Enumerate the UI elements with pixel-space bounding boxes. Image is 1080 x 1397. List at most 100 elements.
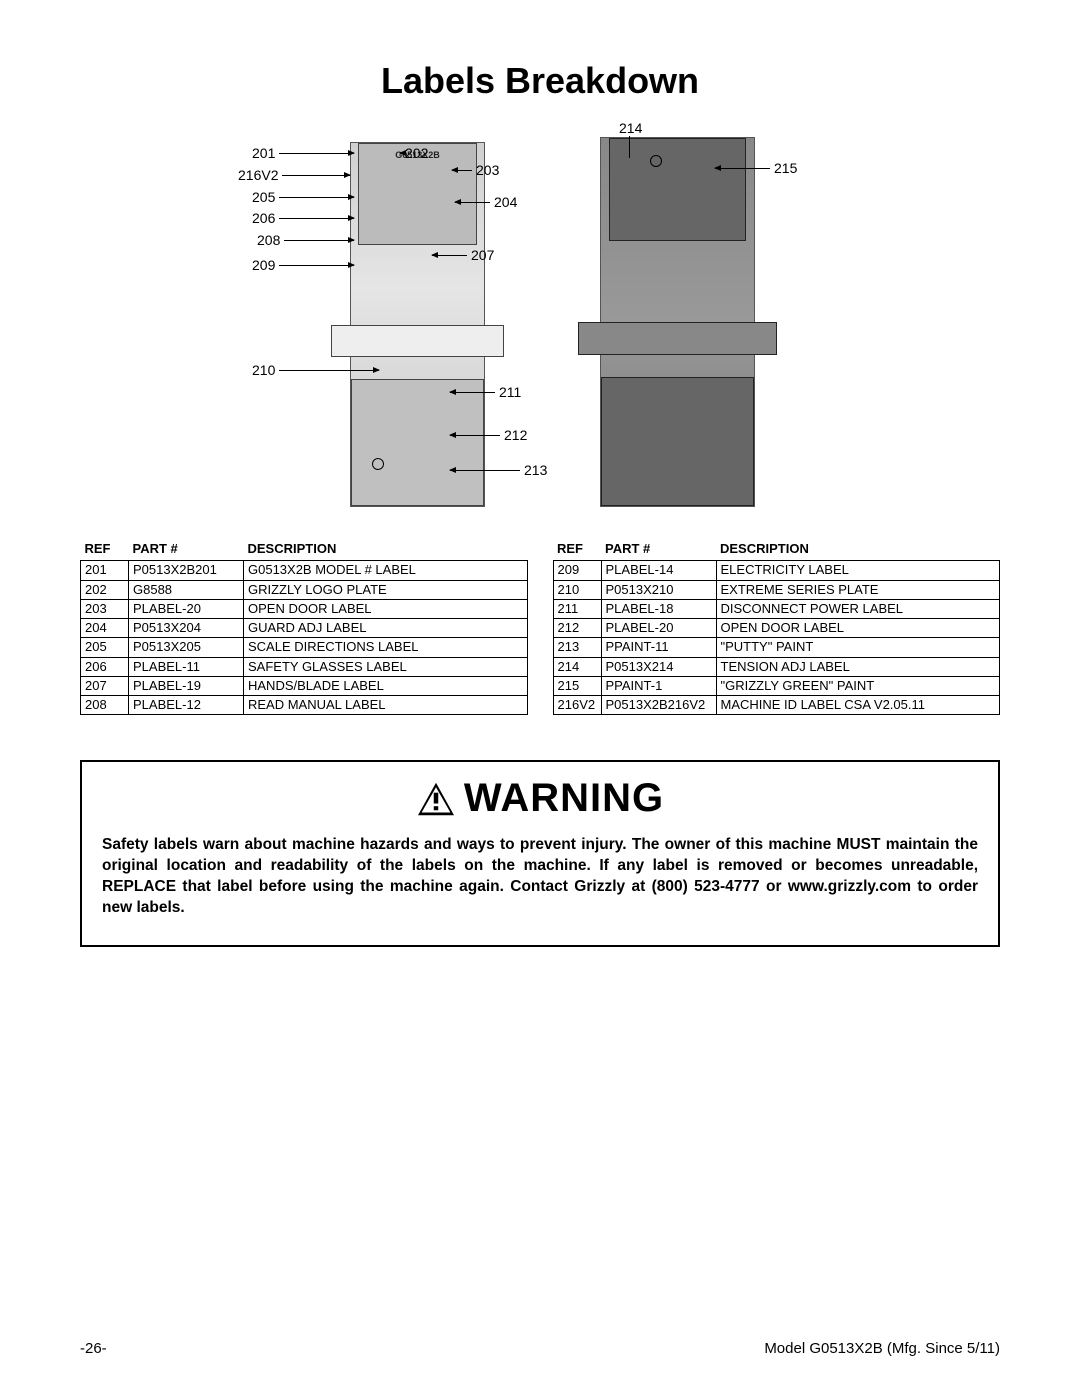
table-row: 212PLABEL-20OPEN DOOR LABEL bbox=[553, 619, 1000, 638]
table-row: 214P0513X214TENSION ADJ LABEL bbox=[553, 657, 1000, 676]
callout-206: 206 bbox=[248, 210, 354, 226]
cell-part: P0513X2B201 bbox=[129, 561, 244, 580]
col-ref: REF bbox=[81, 540, 129, 561]
callout-216v2: 216V2 bbox=[234, 167, 350, 183]
table-row: 213PPAINT-11"PUTTY" PAINT bbox=[553, 638, 1000, 657]
labels-diagram: G0513X2B 201 216V2 205 206 208 209 210 2… bbox=[80, 122, 1000, 522]
model-info: Model G0513X2B (Mfg. Since 5/11) bbox=[764, 1340, 1000, 1357]
parts-table-left: REF PART # DESCRIPTION 201P0513X2B201G05… bbox=[80, 540, 528, 715]
cell-ref: 209 bbox=[553, 561, 601, 580]
cell-desc: GUARD ADJ LABEL bbox=[244, 619, 528, 638]
manual-page: Labels Breakdown G0513X2B 201 216V2 205 … bbox=[0, 0, 1080, 1397]
cell-ref: 204 bbox=[81, 619, 129, 638]
cell-desc: EXTREME SERIES PLATE bbox=[716, 580, 1000, 599]
callout-205: 205 bbox=[248, 189, 354, 205]
cell-ref: 214 bbox=[553, 657, 601, 676]
table-row: 201P0513X2B201G0513X2B MODEL # LABEL bbox=[81, 561, 528, 580]
cell-ref: 203 bbox=[81, 599, 129, 618]
table-row: 203PLABEL-20OPEN DOOR LABEL bbox=[81, 599, 528, 618]
cell-part: PPAINT-11 bbox=[601, 638, 716, 657]
table-row: 204P0513X204GUARD ADJ LABEL bbox=[81, 619, 528, 638]
cell-ref: 208 bbox=[81, 696, 129, 715]
cell-part: P0513X210 bbox=[601, 580, 716, 599]
cell-desc: DISCONNECT POWER LABEL bbox=[716, 599, 1000, 618]
page-title: Labels Breakdown bbox=[80, 60, 1000, 102]
callout-209: 209 bbox=[248, 257, 354, 273]
machine-lower-housing-rear bbox=[601, 377, 754, 506]
table-row: 216V2P0513X2B216V2MACHINE ID LABEL CSA V… bbox=[553, 696, 1000, 715]
callout-208: 208 bbox=[253, 232, 354, 248]
cell-part: P0513X204 bbox=[129, 619, 244, 638]
cell-part: P0513X2B216V2 bbox=[601, 696, 716, 715]
table-header-row: REF PART # DESCRIPTION bbox=[81, 540, 528, 561]
cell-desc: OPEN DOOR LABEL bbox=[716, 619, 1000, 638]
cell-part: G8588 bbox=[129, 580, 244, 599]
callout-203: 203 bbox=[452, 162, 503, 178]
table-row: 209PLABEL-14ELECTRICITY LABEL bbox=[553, 561, 1000, 580]
col-desc: DESCRIPTION bbox=[244, 540, 528, 561]
cell-ref: 206 bbox=[81, 657, 129, 676]
cell-desc: ELECTRICITY LABEL bbox=[716, 561, 1000, 580]
warning-triangle-icon bbox=[416, 781, 456, 817]
paint-marker-215 bbox=[650, 155, 662, 167]
cell-ref: 213 bbox=[553, 638, 601, 657]
callout-201: 201 bbox=[248, 145, 354, 161]
col-part: PART # bbox=[601, 540, 716, 561]
col-desc: DESCRIPTION bbox=[716, 540, 1000, 561]
cell-ref: 205 bbox=[81, 638, 129, 657]
callout-212: 212 bbox=[450, 427, 531, 443]
callout-204: 204 bbox=[455, 194, 521, 210]
machine-rear-view bbox=[600, 137, 755, 507]
cell-ref: 212 bbox=[553, 619, 601, 638]
table-row: 211PLABEL-18DISCONNECT POWER LABEL bbox=[553, 599, 1000, 618]
paint-marker-213 bbox=[372, 458, 384, 470]
table-row: 205P0513X205SCALE DIRECTIONS LABEL bbox=[81, 638, 528, 657]
machine-table-rear bbox=[578, 322, 777, 355]
cell-ref: 215 bbox=[553, 676, 601, 695]
machine-table bbox=[331, 325, 504, 358]
cell-part: PLABEL-18 bbox=[601, 599, 716, 618]
page-footer: -26- Model G0513X2B (Mfg. Since 5/11) bbox=[80, 1340, 1000, 1357]
cell-desc: READ MANUAL LABEL bbox=[244, 696, 528, 715]
callout-202: 202 bbox=[400, 145, 432, 161]
cell-desc: "PUTTY" PAINT bbox=[716, 638, 1000, 657]
col-ref: REF bbox=[553, 540, 601, 561]
cell-ref: 201 bbox=[81, 561, 129, 580]
cell-part: P0513X205 bbox=[129, 638, 244, 657]
cell-part: PLABEL-20 bbox=[129, 599, 244, 618]
cell-part: PLABEL-20 bbox=[601, 619, 716, 638]
col-part: PART # bbox=[129, 540, 244, 561]
callout-214-leader bbox=[629, 136, 630, 158]
warning-body-text: Safety labels warn about machine hazards… bbox=[102, 835, 978, 919]
warning-box: WARNING Safety labels warn about machine… bbox=[80, 760, 1000, 947]
cell-part: PLABEL-19 bbox=[129, 676, 244, 695]
callout-211: 211 bbox=[450, 384, 525, 400]
table-header-row: REF PART # DESCRIPTION bbox=[553, 540, 1000, 561]
cell-ref: 202 bbox=[81, 580, 129, 599]
parts-table-right: REF PART # DESCRIPTION 209PLABEL-14ELECT… bbox=[553, 540, 1001, 715]
cell-desc: GRIZZLY LOGO PLATE bbox=[244, 580, 528, 599]
table-row: 215PPAINT-1"GRIZZLY GREEN" PAINT bbox=[553, 676, 1000, 695]
table-row: 207PLABEL-19HANDS/BLADE LABEL bbox=[81, 676, 528, 695]
cell-desc: SCALE DIRECTIONS LABEL bbox=[244, 638, 528, 657]
cell-desc: OPEN DOOR LABEL bbox=[244, 599, 528, 618]
cell-part: PLABEL-11 bbox=[129, 657, 244, 676]
cell-part: PLABEL-12 bbox=[129, 696, 244, 715]
table-row: 206PLABEL-11SAFETY GLASSES LABEL bbox=[81, 657, 528, 676]
cell-part: PPAINT-1 bbox=[601, 676, 716, 695]
callout-213: 213 bbox=[450, 462, 551, 478]
cell-ref: 210 bbox=[553, 580, 601, 599]
callout-214: 214 bbox=[615, 120, 646, 136]
table-row: 210P0513X210EXTREME SERIES PLATE bbox=[553, 580, 1000, 599]
cell-ref: 216V2 bbox=[553, 696, 601, 715]
cell-desc: G0513X2B MODEL # LABEL bbox=[244, 561, 528, 580]
cell-desc: MACHINE ID LABEL CSA V2.05.11 bbox=[716, 696, 1000, 715]
page-number: -26- bbox=[80, 1340, 107, 1357]
cell-ref: 207 bbox=[81, 676, 129, 695]
cell-desc: HANDS/BLADE LABEL bbox=[244, 676, 528, 695]
cell-part: PLABEL-14 bbox=[601, 561, 716, 580]
callout-210: 210 bbox=[248, 362, 379, 378]
table-row: 202G8588GRIZZLY LOGO PLATE bbox=[81, 580, 528, 599]
cell-desc: TENSION ADJ LABEL bbox=[716, 657, 1000, 676]
warning-heading-text: WARNING bbox=[464, 776, 664, 821]
